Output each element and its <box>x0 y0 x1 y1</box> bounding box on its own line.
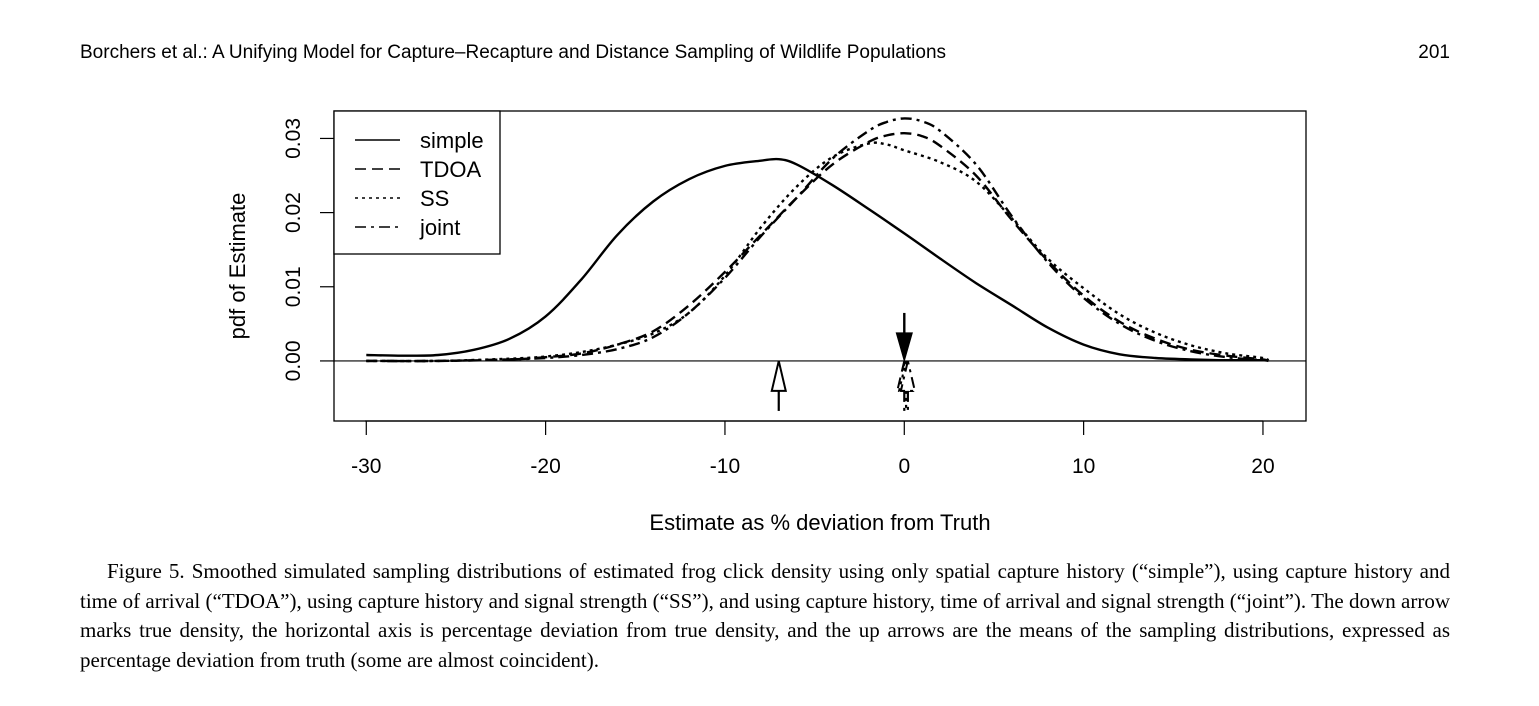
series-line-tdoa <box>366 131 1270 363</box>
figure-5-chart: -30 -20 -10 0 10 20 0.00 0.01 0.02 0.03 Estimate… <box>225 110 1307 535</box>
x-tick-label: 20 <box>1251 455 1274 478</box>
running-head: Borchers et al.: A Unifying Model for Ca… <box>80 42 1450 68</box>
running-title: Borchers et al.: A Unifying Model for Ca… <box>80 42 947 63</box>
arrow-layer <box>770 312 917 411</box>
x-tick-label: -10 <box>710 455 740 478</box>
y-axis-label: pdf of Estimate <box>225 193 250 340</box>
x-tick-label: 0 <box>898 455 910 478</box>
series-layer <box>366 117 1270 363</box>
y-tick-label: 0.03 <box>282 118 305 159</box>
x-tick-label: -20 <box>530 455 560 478</box>
page-number: 201 <box>1418 42 1450 63</box>
legend-label-tdoa: TDOA <box>420 157 481 182</box>
y-tick-label: 0.00 <box>282 340 305 381</box>
y-tick-label: 0.01 <box>282 266 305 307</box>
series-line-joint <box>366 117 1270 363</box>
x-tick-label: -30 <box>351 455 381 478</box>
legend-box <box>333 110 501 255</box>
legend-label-simple: simple <box>420 128 484 153</box>
series-line-simple <box>366 157 1269 362</box>
series-line-ss <box>366 141 1270 363</box>
legend-label-joint: joint <box>419 215 460 240</box>
x-axis-ticks: -30 -20 -10 0 10 20 <box>351 421 1275 478</box>
true-density-arrow-head <box>895 332 913 363</box>
y-axis-ticks: 0.00 0.01 0.02 0.03 <box>282 118 334 381</box>
legend-label-ss: SS <box>420 186 449 211</box>
mean-arrow-head-3 <box>899 360 917 392</box>
mean-arrow-head-0 <box>770 360 788 392</box>
x-axis-label: Estimate as % deviation from Truth <box>649 510 990 535</box>
y-tick-label: 0.02 <box>282 192 305 233</box>
figure-caption: Figure 5. Smoothed simulated sampling di… <box>80 559 1450 672</box>
x-tick-label: 10 <box>1072 455 1095 478</box>
legend: simple TDOA SS joint <box>333 110 501 255</box>
